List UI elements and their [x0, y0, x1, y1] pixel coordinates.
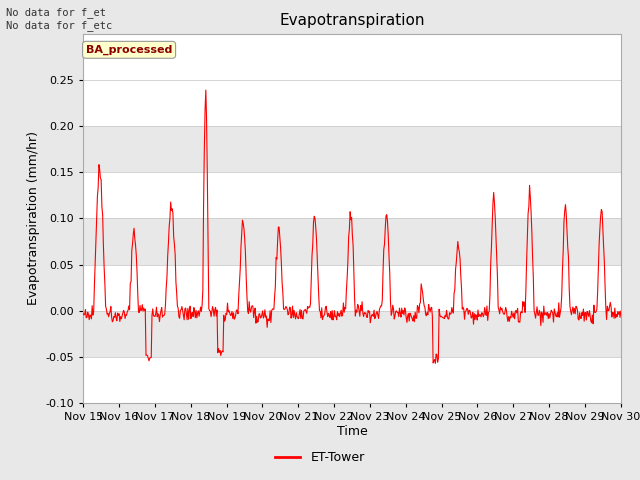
Bar	[83, 172, 621, 218]
Text: BA_processed: BA_processed	[86, 45, 172, 55]
Legend: ET-Tower: ET-Tower	[270, 446, 370, 469]
Bar	[83, 126, 621, 172]
Bar	[83, 264, 621, 311]
Title: Evapotranspiration: Evapotranspiration	[279, 13, 425, 28]
Bar	[83, 357, 621, 403]
X-axis label: Time: Time	[337, 425, 367, 438]
Bar	[83, 311, 621, 357]
Text: No data for f_et
No data for f_etc: No data for f_et No data for f_etc	[6, 7, 113, 31]
Bar	[83, 80, 621, 126]
Y-axis label: Evapotranspiration (mm/hr): Evapotranspiration (mm/hr)	[27, 132, 40, 305]
Bar	[83, 218, 621, 264]
